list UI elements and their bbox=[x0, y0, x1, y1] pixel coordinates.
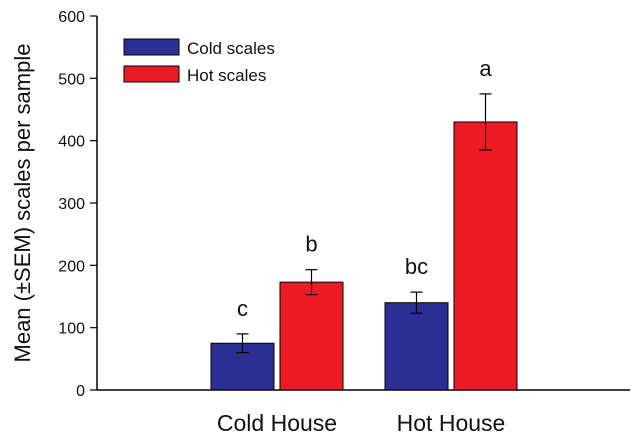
x-axis-labels: Cold House Hot House bbox=[217, 410, 505, 436]
legend-swatch-cold bbox=[123, 38, 180, 56]
legend: Cold scales Hot scales bbox=[123, 38, 275, 85]
y-tick-label: 600 bbox=[58, 9, 85, 26]
y-tick-label: 300 bbox=[58, 196, 85, 213]
significance-label: bc bbox=[405, 254, 428, 279]
y-axis-title: Mean (±SEM) scales per sample bbox=[10, 44, 35, 363]
bar-hot-scales-hot-house bbox=[453, 121, 518, 391]
legend-label-cold: Cold scales bbox=[187, 39, 275, 58]
y-tick-label: 200 bbox=[58, 258, 85, 275]
bar-hot-scales-cold-house bbox=[279, 281, 344, 391]
bar-cold-scales-hot-house bbox=[384, 302, 449, 391]
significance-label: c bbox=[237, 296, 248, 321]
y-tick-label: 400 bbox=[58, 134, 85, 151]
significance-label: a bbox=[479, 56, 492, 81]
y-tick-label: 0 bbox=[76, 383, 85, 400]
bars: c b bc a bbox=[210, 56, 518, 391]
legend-label-hot: Hot scales bbox=[187, 66, 266, 85]
y-tick-label: 500 bbox=[58, 71, 85, 88]
y-axis-ticks: 0 100 200 300 400 500 600 bbox=[58, 9, 97, 400]
x-category-label: Cold House bbox=[217, 410, 337, 436]
significance-label: b bbox=[305, 232, 317, 257]
y-tick-label: 100 bbox=[58, 321, 85, 338]
x-category-label: Hot House bbox=[397, 410, 506, 436]
legend-swatch-hot bbox=[123, 65, 180, 83]
